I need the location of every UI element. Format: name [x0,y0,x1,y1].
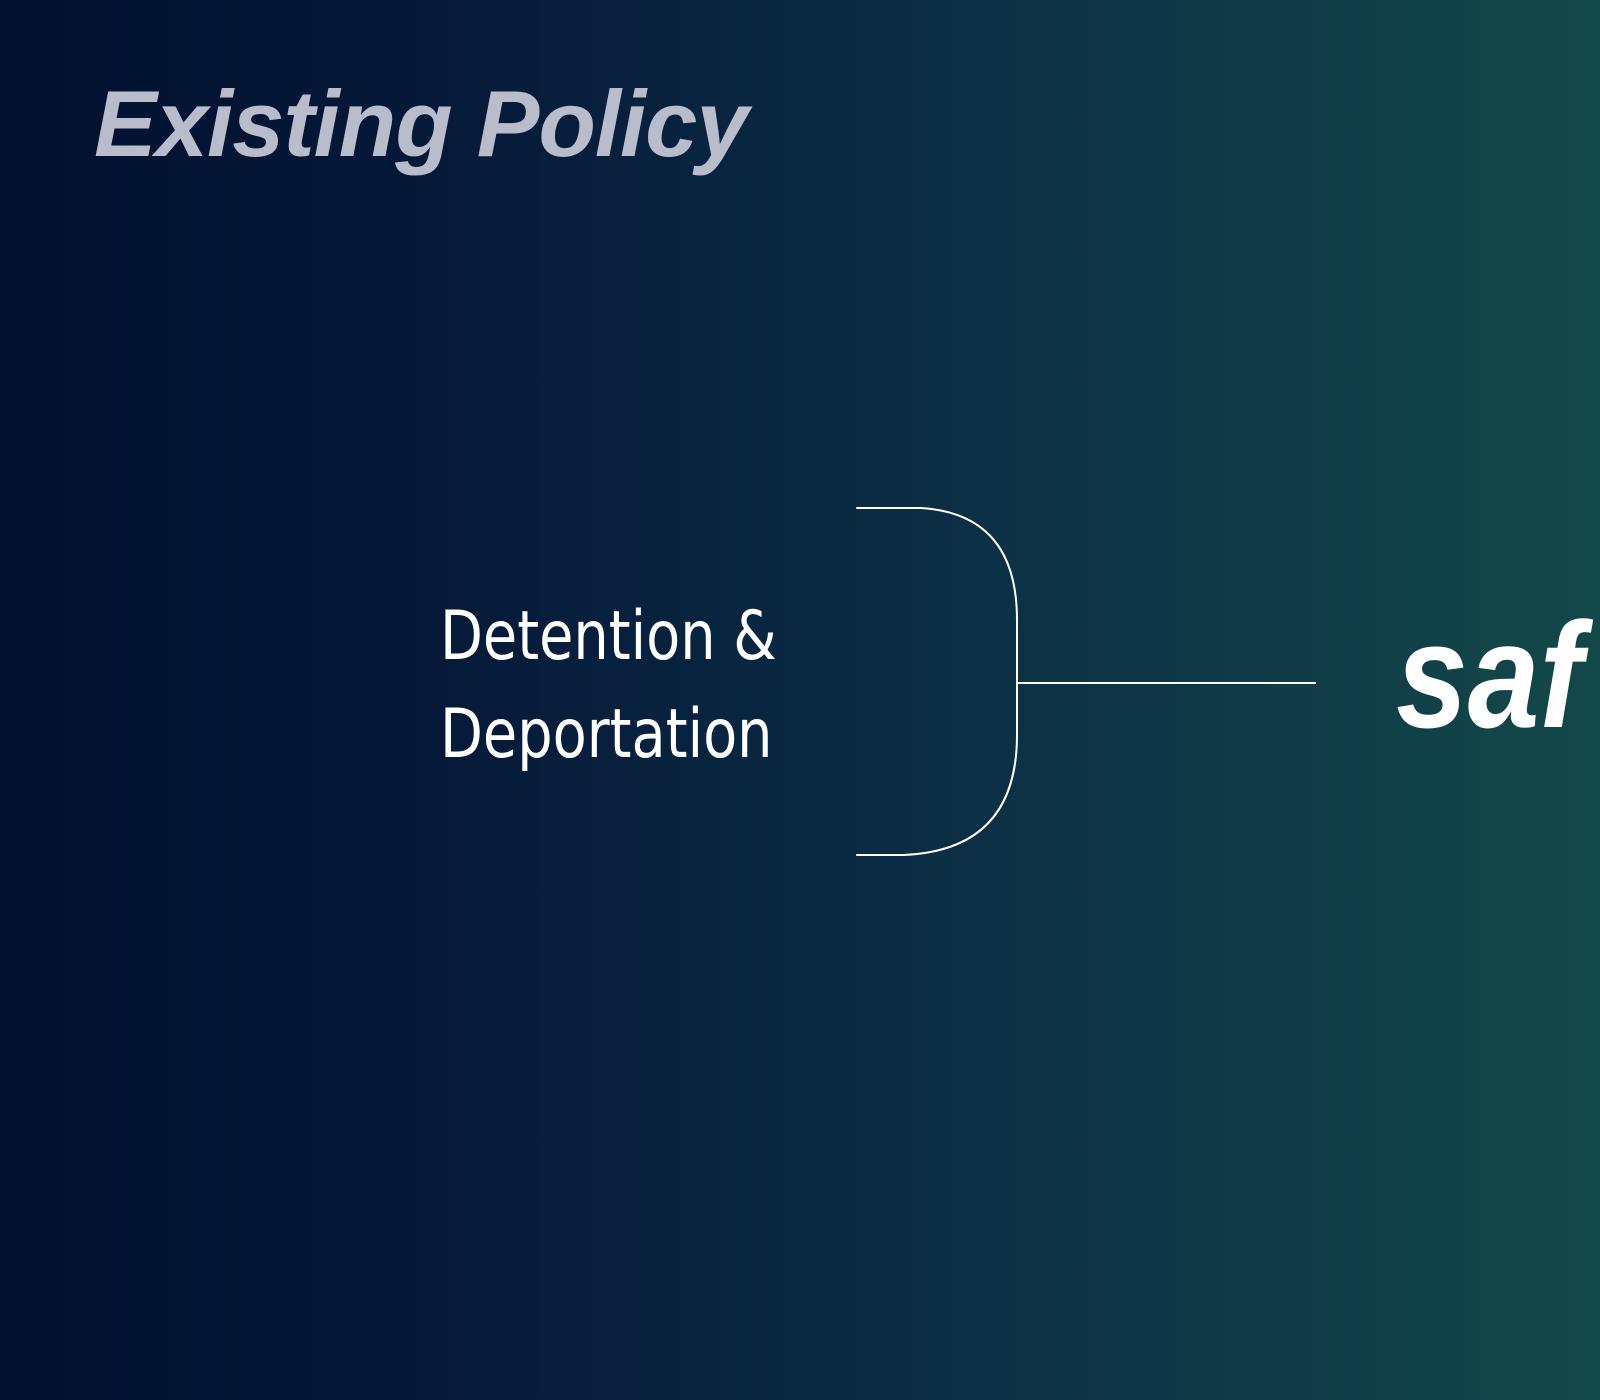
node-label-line-1: Detention & [440,597,777,676]
node-label-line-2: Deportation [440,695,773,774]
result-word: saf [1396,591,1583,759]
bracket-curve [856,507,1018,856]
slide-title: Existing Policy [94,71,749,176]
node-label: Detention & Deportation [440,588,777,784]
